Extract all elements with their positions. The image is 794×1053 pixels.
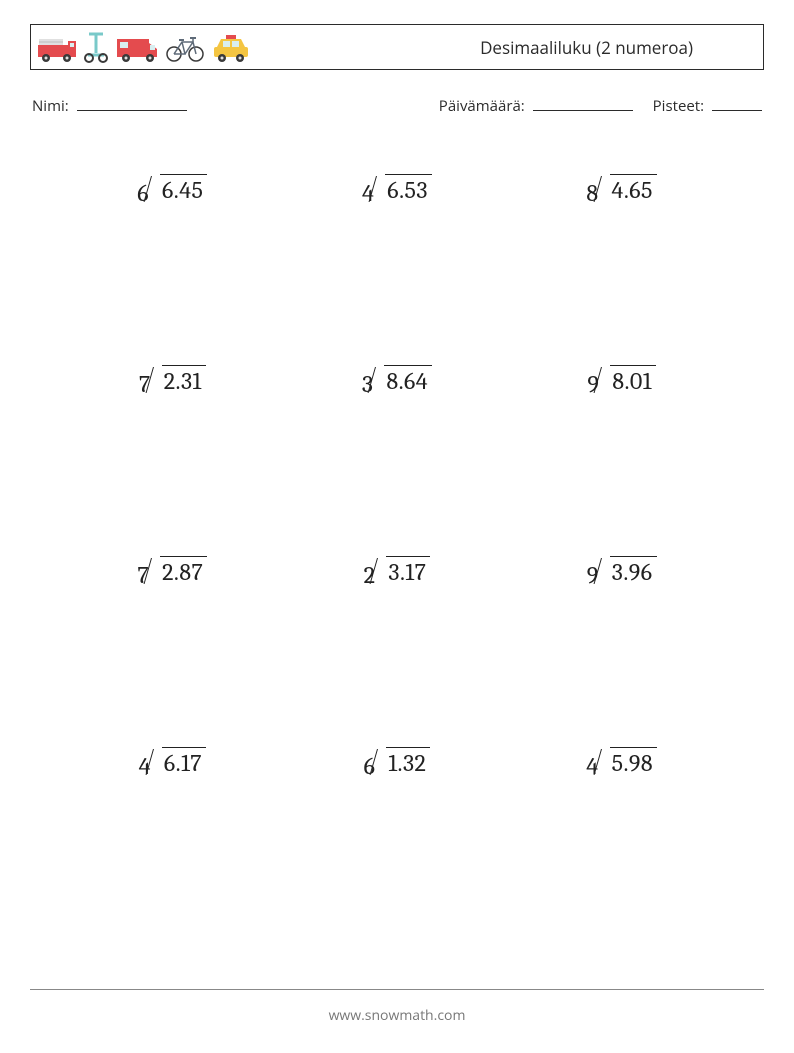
taxi-icon <box>211 33 251 63</box>
division-problem: 93.96 <box>509 558 734 589</box>
worksheet-title: Desimaaliluku (2 numeroa) <box>480 36 753 59</box>
problems-grid: 66.4546.5384.65 72.3138.6498.01 72.8723.17… <box>30 176 764 780</box>
long-division-bracket: 1.32 <box>377 749 430 777</box>
dividend: 8.01 <box>610 365 656 395</box>
long-division-bracket: 3.96 <box>601 558 657 586</box>
dividend: 8.64 <box>384 365 432 395</box>
score-label: Pisteet: <box>653 96 704 116</box>
date-blank[interactable] <box>533 97 633 111</box>
long-division-bracket: 2.31 <box>153 367 206 395</box>
dividend: 2.31 <box>162 365 206 395</box>
scooter-icon <box>83 31 109 63</box>
dividend: 4.65 <box>610 174 657 204</box>
division-problem: 38.64 <box>285 367 510 398</box>
name-field: Nimi: <box>32 96 187 116</box>
long-division-bracket: 8.01 <box>601 367 656 395</box>
division-problem: 46.53 <box>285 176 510 207</box>
long-division-bracket: 3.17 <box>377 558 430 586</box>
footer-rule <box>30 989 764 990</box>
van-icon <box>115 33 159 63</box>
bicycle-icon <box>165 35 205 63</box>
page-footer: www.snowmath.com <box>0 989 794 1025</box>
long-division-bracket: 6.45 <box>151 176 207 204</box>
meta-row: Nimi: Päivämäärä: Pisteet: <box>30 96 764 116</box>
division-problem: 23.17 <box>285 558 510 589</box>
dividend: 1.32 <box>386 747 430 777</box>
long-division-bracket: 6.53 <box>376 176 432 204</box>
date-field: Päivämäärä: <box>439 96 633 116</box>
long-division-bracket: 4.65 <box>601 176 657 204</box>
division-problem: 66.45 <box>60 176 285 207</box>
dividend: 3.96 <box>610 556 657 586</box>
division-problem: 72.87 <box>60 558 285 589</box>
division-problem: 61.32 <box>285 749 510 780</box>
division-problem: 46.17 <box>60 749 285 780</box>
division-problem: 98.01 <box>509 367 734 398</box>
footer-text: www.snowmath.com <box>329 1006 466 1025</box>
dividend: 6.45 <box>160 174 207 204</box>
division-problem: 72.31 <box>60 367 285 398</box>
dividend: 6.53 <box>385 174 432 204</box>
vehicle-icon-strip <box>37 31 251 63</box>
dividend: 5.98 <box>610 747 657 777</box>
date-label: Päivämäärä: <box>439 96 525 116</box>
name-blank[interactable] <box>77 97 187 111</box>
long-division-bracket: 5.98 <box>601 749 657 777</box>
dividend: 2.87 <box>160 556 207 586</box>
firetruck-icon <box>37 33 77 63</box>
worksheet-header: Desimaaliluku (2 numeroa) <box>30 24 764 70</box>
long-division-bracket: 6.17 <box>153 749 206 777</box>
division-problem: 45.98 <box>509 749 734 780</box>
long-division-bracket: 8.64 <box>375 367 432 395</box>
name-label: Nimi: <box>32 96 69 116</box>
score-blank[interactable] <box>712 97 762 111</box>
dividend: 3.17 <box>386 556 430 586</box>
long-division-bracket: 2.87 <box>151 558 207 586</box>
dividend: 6.17 <box>162 747 206 777</box>
score-field: Pisteet: <box>653 96 762 116</box>
division-problem: 84.65 <box>509 176 734 207</box>
